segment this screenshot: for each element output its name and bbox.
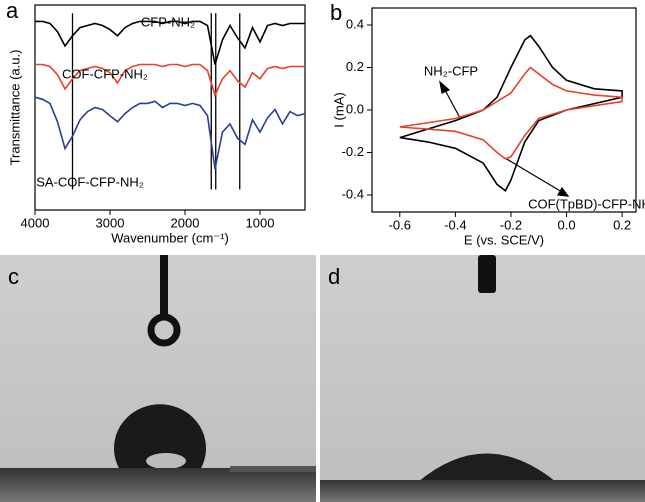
series-label: COF(TpBD)-CFP-NH₂ bbox=[528, 196, 645, 211]
x-tick-label: 0.2 bbox=[613, 217, 631, 232]
x-tick-label: -0.6 bbox=[389, 217, 411, 232]
series-label: COF-CFP-NH₂ bbox=[62, 66, 148, 81]
x-tick-label: 3000 bbox=[96, 215, 125, 230]
x-tick-label: 0.0 bbox=[557, 217, 575, 232]
series-line bbox=[35, 63, 305, 98]
y-axis-title: Transmittance (a.u.) bbox=[7, 50, 22, 166]
x-tick-label: 1000 bbox=[246, 215, 275, 230]
photo-c bbox=[0, 255, 316, 502]
series-line bbox=[35, 20, 305, 65]
plot-frame bbox=[34, 4, 306, 211]
series-line bbox=[399, 66, 623, 160]
photo-d bbox=[320, 255, 645, 502]
arrow bbox=[439, 80, 570, 197]
y-tick-label: -0.4 bbox=[342, 186, 364, 201]
series-line bbox=[34, 96, 306, 170]
x-axis-title: Wavenumber (cm⁻¹) bbox=[111, 230, 229, 245]
series-label: NH₂-CFP bbox=[424, 63, 478, 78]
y-tick-label: 0.2 bbox=[346, 59, 364, 74]
panel-label: c bbox=[8, 264, 19, 289]
x-tick-label: -0.4 bbox=[444, 217, 466, 232]
y-tick-label: -0.2 bbox=[342, 144, 364, 159]
x-tick-label: 4000 bbox=[21, 215, 50, 230]
panel-label: a bbox=[6, 0, 19, 23]
x-tick-label: -0.2 bbox=[500, 217, 522, 232]
series-label: SA-COF-CFP-NH₂ bbox=[36, 174, 144, 189]
y-tick-label: 0.4 bbox=[346, 16, 364, 31]
series-line bbox=[399, 34, 623, 193]
panel-label: b bbox=[330, 0, 342, 25]
y-axis-title: I (mA) bbox=[331, 92, 346, 127]
plot-frame bbox=[371, 7, 637, 213]
x-tick-label: 2000 bbox=[171, 215, 200, 230]
series-label: CFP-NH₂ bbox=[141, 14, 195, 29]
y-tick-label: 0.0 bbox=[346, 101, 364, 116]
panel-label: d bbox=[328, 264, 340, 289]
x-axis-title: E (vs. SCE/V) bbox=[464, 232, 544, 247]
